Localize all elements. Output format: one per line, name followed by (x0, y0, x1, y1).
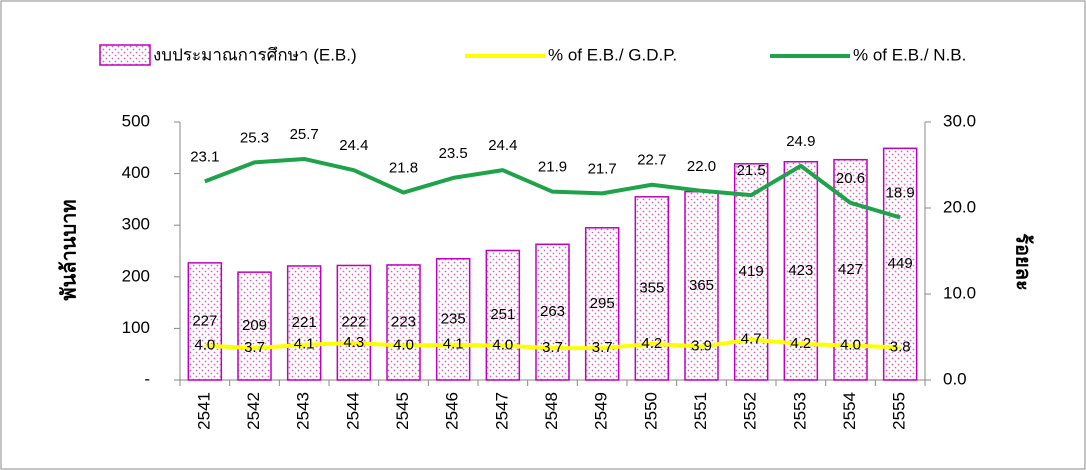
bar-value-label: 222 (341, 314, 366, 331)
x-tick-label: 2553 (790, 392, 809, 430)
line-value-label: 3.7 (592, 339, 613, 356)
bar (584, 227, 620, 381)
line-value-label: 4.1 (294, 336, 315, 353)
x-tick-label: 2546 (443, 392, 462, 430)
y-tick-label: 400 (122, 163, 150, 182)
line (204, 337, 901, 351)
bar (286, 265, 322, 381)
bar (336, 264, 372, 381)
line (204, 156, 901, 220)
bar-value-label: 209 (242, 317, 267, 334)
x-tick-label: 2548 (542, 392, 561, 430)
x-tick-label: 2549 (592, 392, 611, 430)
x-tick-label: 2551 (691, 392, 710, 430)
line-value-label: 21.5 (737, 162, 766, 179)
line-value-label: 23.1 (190, 148, 219, 165)
bar (634, 196, 670, 381)
line-value-label: 4.0 (840, 337, 861, 354)
line-value-label: 24.4 (339, 137, 368, 154)
y-axis-title: พันล้านบาท (57, 199, 80, 300)
y2-tick-label: 0.0 (943, 369, 967, 388)
y-tick-label: 200 (122, 266, 150, 285)
bar-value-label: 355 (639, 279, 664, 296)
line-value-label: 3.7 (542, 339, 563, 356)
bar (733, 163, 769, 381)
legend-label: % of E.B./ G.D.P. (548, 45, 677, 64)
line-value-label: 21.8 (389, 159, 418, 176)
line-value-label: 3.9 (691, 337, 712, 354)
y2-tick-label: 30.0 (943, 111, 976, 130)
y2-tick-label: 20.0 (943, 197, 976, 216)
line-value-label: 4.3 (343, 334, 364, 351)
x-tick-label: 2547 (492, 392, 511, 430)
line-value-label: 21.7 (588, 160, 617, 177)
bar-value-label: 251 (490, 306, 515, 323)
line-value-label: 4.0 (194, 337, 215, 354)
y-tick-label: 500 (122, 111, 150, 130)
line-value-label: 4.2 (641, 335, 662, 352)
bar-value-label: 427 (838, 261, 863, 278)
y-tick-label: 300 (122, 215, 150, 234)
line-value-label: 18.9 (886, 184, 915, 201)
x-tick-label: 2545 (393, 392, 412, 430)
line-value-label: 21.9 (538, 159, 567, 176)
bar (684, 190, 719, 381)
bar-value-label: 365 (689, 277, 714, 294)
bar-value-label: 423 (788, 262, 813, 279)
x-tick-label: 2554 (840, 392, 859, 430)
bar-value-label: 419 (739, 263, 764, 280)
x-tick-label: 2541 (194, 392, 213, 430)
x-tick-label: 2544 (343, 392, 362, 430)
x-tick-label: 2552 (741, 392, 760, 430)
line-value-label: 24.4 (488, 137, 517, 154)
line-value-label: 22.0 (687, 158, 716, 175)
bar (237, 271, 272, 381)
bar-value-label: 221 (292, 314, 317, 331)
line-value-label: 4.7 (741, 331, 762, 348)
bar-value-label: 449 (888, 255, 913, 272)
legend-label: % of E.B./ N.B. (853, 45, 966, 64)
bar (535, 243, 570, 381)
bar (485, 249, 521, 381)
line-value-label: 4.2 (790, 335, 811, 352)
bar (386, 264, 421, 381)
line-value-label: 3.7 (244, 339, 265, 356)
legend-label: งบประมาณการศึกษา (E.B.) (153, 45, 357, 64)
bar-value-label: 235 (441, 310, 466, 327)
y-tick-label: - (144, 369, 150, 388)
bar-value-label: 263 (540, 303, 565, 320)
y2-axis-title: ร้อยละ (1012, 233, 1035, 290)
bar (187, 262, 223, 381)
bar (435, 257, 471, 381)
x-tick-label: 2543 (294, 392, 313, 430)
legend-swatch (99, 44, 151, 66)
line-value-label: 4.1 (443, 336, 464, 353)
x-tick-label: 2555 (890, 392, 909, 430)
line-value-label: 25.3 (240, 129, 269, 146)
line-value-label: 25.7 (290, 126, 319, 143)
line-value-label: 20.6 (836, 170, 865, 187)
y2-tick-label: 10.0 (943, 283, 976, 302)
line-value-label: 4.0 (393, 337, 414, 354)
line-value-label: 22.7 (637, 152, 666, 169)
line-value-label: 3.8 (890, 338, 911, 355)
y-tick-label: 100 (122, 318, 150, 337)
x-tick-label: 2550 (641, 392, 660, 430)
line-value-label: 23.5 (439, 145, 468, 162)
line-value-label: 24.9 (786, 133, 815, 150)
bar-value-label: 295 (590, 295, 615, 312)
line-value-label: 4.0 (492, 337, 513, 354)
bar-value-label: 223 (391, 313, 416, 330)
x-tick-label: 2542 (244, 392, 263, 430)
bar-value-label: 227 (192, 312, 217, 329)
bar (882, 147, 918, 381)
